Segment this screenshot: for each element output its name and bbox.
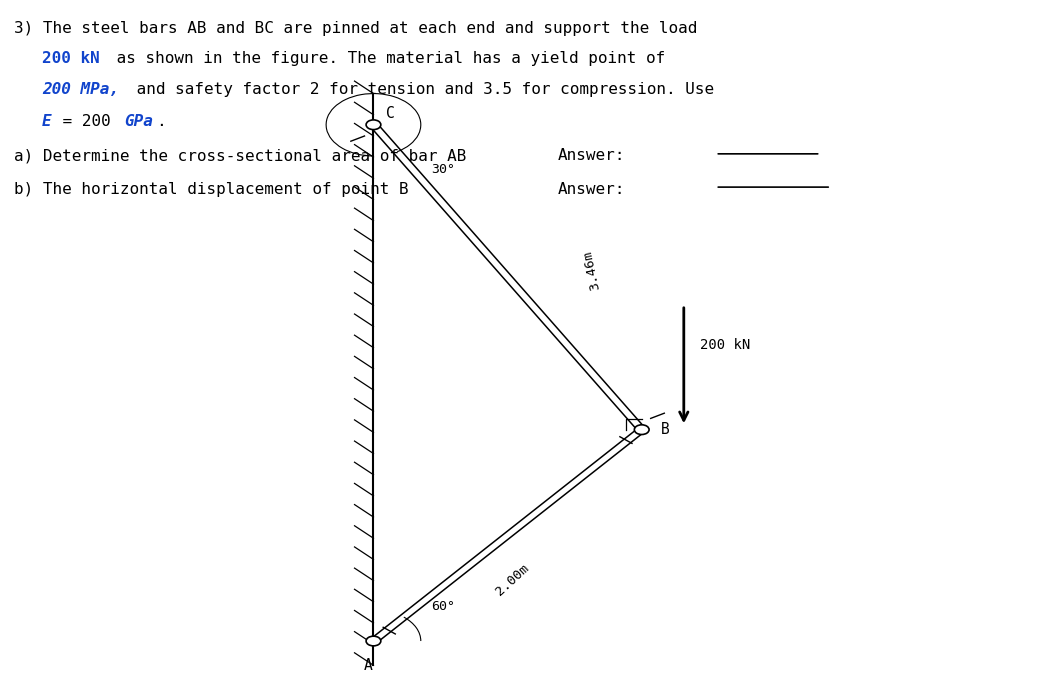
Text: and safety factor 2 for tension and 3.5 for compression. Use: and safety factor 2 for tension and 3.5 … bbox=[127, 82, 714, 97]
Text: .: . bbox=[157, 114, 166, 129]
Text: Answer:: Answer: bbox=[558, 182, 625, 197]
Text: 3.46m: 3.46m bbox=[581, 249, 603, 291]
Text: = 200: = 200 bbox=[53, 114, 121, 129]
Text: C: C bbox=[386, 106, 394, 121]
Text: A: A bbox=[364, 658, 372, 674]
Text: as shown in the figure. The material has a yield point of: as shown in the figure. The material has… bbox=[107, 51, 666, 66]
Text: 200 MPa,: 200 MPa, bbox=[42, 82, 119, 97]
Circle shape bbox=[366, 636, 381, 646]
Text: E: E bbox=[42, 114, 52, 129]
Text: 200 kN: 200 kN bbox=[700, 337, 750, 352]
Circle shape bbox=[366, 120, 381, 130]
Text: GPa: GPa bbox=[125, 114, 154, 129]
Text: 60°: 60° bbox=[431, 600, 456, 613]
Text: B: B bbox=[661, 422, 669, 437]
Circle shape bbox=[634, 425, 649, 435]
Text: b) The horizontal displacement of point B: b) The horizontal displacement of point … bbox=[14, 182, 408, 197]
Text: Answer:: Answer: bbox=[558, 148, 625, 164]
Text: 3) The steel bars AB and BC are pinned at each end and support the load: 3) The steel bars AB and BC are pinned a… bbox=[14, 21, 697, 36]
Text: 30°: 30° bbox=[431, 163, 456, 176]
Text: 2.00m: 2.00m bbox=[493, 562, 532, 599]
Text: 200 kN: 200 kN bbox=[42, 51, 100, 66]
Text: a) Determine the cross-sectional area of bar AB: a) Determine the cross-sectional area of… bbox=[14, 148, 466, 164]
